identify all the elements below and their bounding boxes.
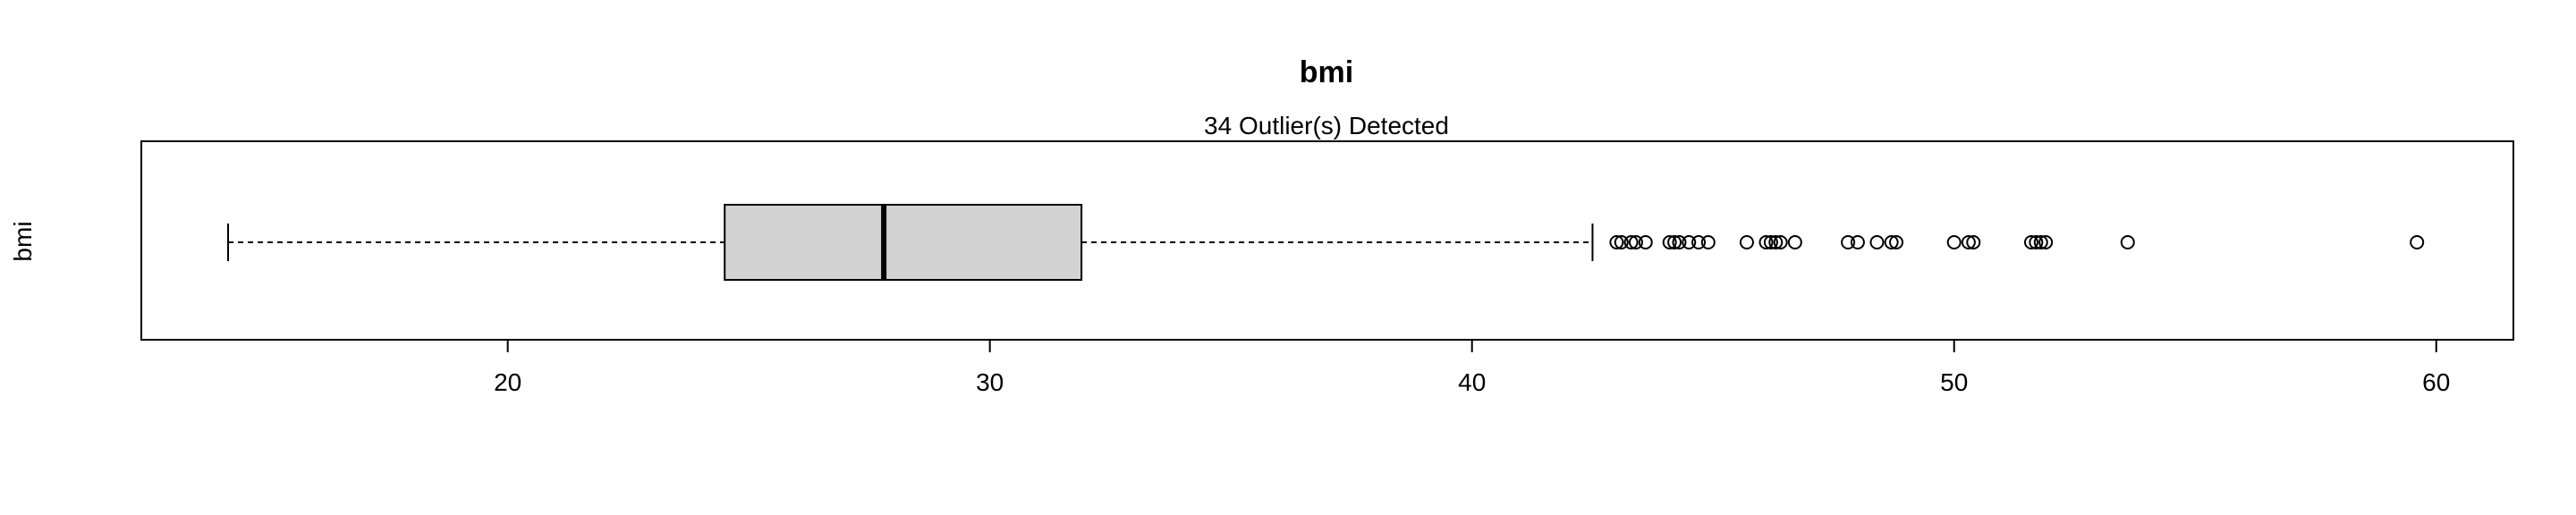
box-series [227,204,2425,281]
x-tick-label: 60 [2422,368,2450,396]
outlier-point [1700,235,1716,249]
y-axis-label: bmi [9,221,37,261]
outlier-point [1628,235,1643,249]
outlier-point [1966,235,1981,249]
chart-subtitle: 34 Outlier(s) Detected [1204,112,1449,139]
outlier-point [2029,235,2044,249]
outlier-point [1946,235,1962,249]
outlier-point [1667,235,1682,249]
outlier-point [1787,235,1802,249]
x-tick-label: 30 [976,368,1004,396]
outlier-point [1739,235,1754,249]
outlier-point [1763,235,1778,249]
x-tick-label: 40 [1458,368,1486,396]
outlier-point [1758,235,1774,249]
outlier-point [2023,235,2038,249]
outlier-point [1841,235,1856,249]
outlier-point [1961,235,1976,249]
outlier-point [1768,235,1784,249]
iqr-box [724,204,1083,281]
outlier-point [1884,235,1899,249]
outlier-point [2038,235,2054,249]
outlier-point [1889,235,1904,249]
chart-title: bmi [1300,55,1353,89]
outlier-point [1773,235,1788,249]
x-axis: 20 30 40 50 60 [494,339,2450,396]
outlier-point [1638,235,1653,249]
outlier-point [2033,235,2048,249]
x-tick-label: 20 [494,368,521,396]
outlier-point [1672,235,1687,249]
outlier-point [2120,235,2135,249]
outlier-point [1869,235,1885,249]
outlier-point [1682,235,1697,249]
x-tick-label: 50 [1940,368,1968,396]
outlier-point [1623,235,1639,249]
outlier-point [1662,235,1677,249]
outlier-point [1850,235,1865,249]
outlier-point [2410,235,2425,249]
outlier-point [1614,235,1629,249]
outlier-point [1691,235,1707,249]
outlier-point [1609,235,1624,249]
